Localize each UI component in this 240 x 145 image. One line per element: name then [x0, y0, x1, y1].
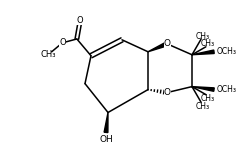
- Text: O: O: [163, 39, 170, 48]
- Text: O: O: [76, 16, 83, 25]
- Text: CH₃: CH₃: [201, 39, 215, 48]
- Text: OH: OH: [99, 135, 113, 144]
- Text: CH₃: CH₃: [196, 32, 210, 41]
- Text: O: O: [59, 38, 66, 47]
- Text: OCH₃: OCH₃: [217, 85, 237, 94]
- Polygon shape: [192, 87, 214, 91]
- Polygon shape: [148, 42, 168, 52]
- Text: CH₃: CH₃: [41, 50, 56, 59]
- Text: CH₃: CH₃: [201, 94, 215, 103]
- Text: CH₃: CH₃: [196, 102, 210, 111]
- Polygon shape: [104, 113, 108, 133]
- Text: OCH₃: OCH₃: [217, 47, 237, 56]
- Polygon shape: [192, 50, 214, 55]
- Text: O: O: [163, 88, 170, 97]
